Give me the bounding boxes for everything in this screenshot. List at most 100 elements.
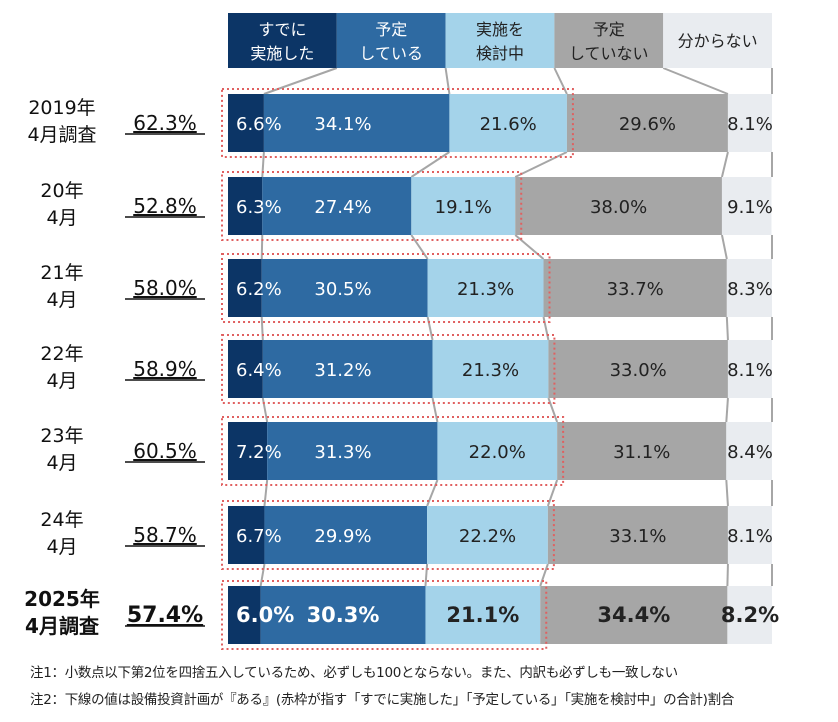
data-label: 7.2% (236, 442, 282, 463)
data-label: 21.6% (480, 114, 537, 135)
bar-segment (425, 586, 541, 644)
category-label: 4月 (46, 536, 77, 558)
category-label: 4月調査 (25, 614, 99, 638)
data-label: 31.2% (314, 360, 371, 381)
bar-segment (437, 422, 558, 480)
category-label: 23年 (40, 425, 83, 447)
bar-segment (411, 177, 516, 235)
data-label: 19.1% (435, 197, 492, 218)
highlight-box (221, 171, 523, 241)
connector-line (514, 151, 568, 178)
total-label: 52.8% (133, 194, 197, 218)
data-label: 8.4% (727, 442, 773, 463)
category-label: 4月 (46, 370, 77, 392)
data-label: 30.5% (314, 279, 371, 300)
bar-segment (557, 422, 727, 480)
bar-segment (727, 94, 772, 152)
legend-label: 分からない (678, 32, 758, 51)
connector-line (410, 151, 450, 178)
bar-segment (540, 586, 728, 644)
connector-line (725, 397, 729, 423)
data-label: 9.1% (727, 197, 773, 218)
category-label: 22年 (40, 343, 83, 365)
data-label: 33.1% (609, 526, 666, 547)
legend-label: 実施した (250, 44, 314, 63)
data-label: 34.4% (597, 603, 670, 627)
highlight-box (221, 580, 548, 650)
highlight-box (221, 500, 555, 570)
data-label: 8.1% (727, 114, 773, 135)
data-label: 6.6% (236, 114, 282, 135)
bar-segment (721, 177, 772, 235)
legend-label: すでに (258, 20, 306, 39)
data-label: 31.1% (613, 442, 670, 463)
connector-line (444, 67, 451, 95)
data-label: 8.1% (727, 360, 773, 381)
connector-line (514, 234, 545, 260)
data-label: 27.4% (314, 197, 371, 218)
category-label: 2025年 (24, 587, 100, 611)
bar-segment (228, 177, 263, 235)
connector-line (725, 479, 729, 507)
data-label: 8.2% (721, 603, 779, 627)
category-label: 21年 (40, 262, 83, 284)
data-label: 38.0% (590, 197, 647, 218)
connector-line (539, 563, 549, 587)
data-label: 21.1% (446, 603, 519, 627)
legend-swatch (336, 13, 446, 68)
data-label: 29.9% (314, 526, 371, 547)
bar-segment (228, 422, 268, 480)
data-label: 22.2% (459, 526, 516, 547)
legend-label: している (359, 44, 423, 63)
connector-line (662, 67, 729, 95)
bar-segment (432, 340, 549, 398)
connector-line (542, 316, 550, 341)
legend-swatch (445, 13, 555, 68)
legend-label: 予定 (375, 20, 407, 39)
highlight-box (221, 416, 565, 486)
data-label: 21.3% (462, 360, 519, 381)
highlight-box (221, 253, 551, 323)
bar-segment (263, 94, 450, 152)
legend-label: 予定 (593, 20, 625, 39)
category-label: 4月 (46, 452, 77, 474)
connector-line (410, 234, 429, 260)
total-label: 60.5% (133, 439, 197, 463)
bar-segment (264, 506, 428, 564)
total-label: 57.4% (127, 603, 203, 628)
bar-segment (548, 340, 728, 398)
data-label: 6.7% (236, 526, 282, 547)
bar-segment (727, 340, 772, 398)
bar-segment (262, 340, 433, 398)
bar-segment (726, 259, 772, 317)
data-label: 33.7% (607, 279, 664, 300)
legend-swatch (663, 13, 772, 68)
note-1: 注1：小数点以下第2位を四捨五入しているため、必ずしも100とならない。また、内… (30, 665, 678, 681)
data-label: 8.1% (727, 526, 773, 547)
bar-segment (543, 259, 727, 317)
total-label: 58.9% (133, 357, 197, 381)
connector-line (424, 563, 429, 587)
data-label: 22.0% (469, 442, 526, 463)
data-label: 21.3% (457, 279, 514, 300)
data-label: 6.4% (236, 360, 282, 381)
connector-line (553, 67, 568, 95)
total-label: 62.3% (133, 111, 197, 135)
data-label: 8.3% (727, 279, 773, 300)
connector-line (431, 397, 439, 423)
legend-swatch (228, 13, 337, 68)
bar-segment (726, 422, 772, 480)
bar-segment (727, 586, 772, 644)
connector-line (426, 479, 439, 507)
data-label: 6.0% (236, 603, 294, 627)
category-label: 4月調査 (27, 124, 96, 146)
total-label: 58.0% (133, 276, 197, 300)
category-label: 4月 (46, 289, 77, 311)
bar-segment (566, 94, 728, 152)
category-label: 24年 (40, 509, 83, 531)
legend-label: していない (569, 44, 649, 63)
category-label: 4月 (46, 207, 77, 229)
connector-line (720, 234, 728, 260)
legend-swatch (554, 13, 664, 68)
